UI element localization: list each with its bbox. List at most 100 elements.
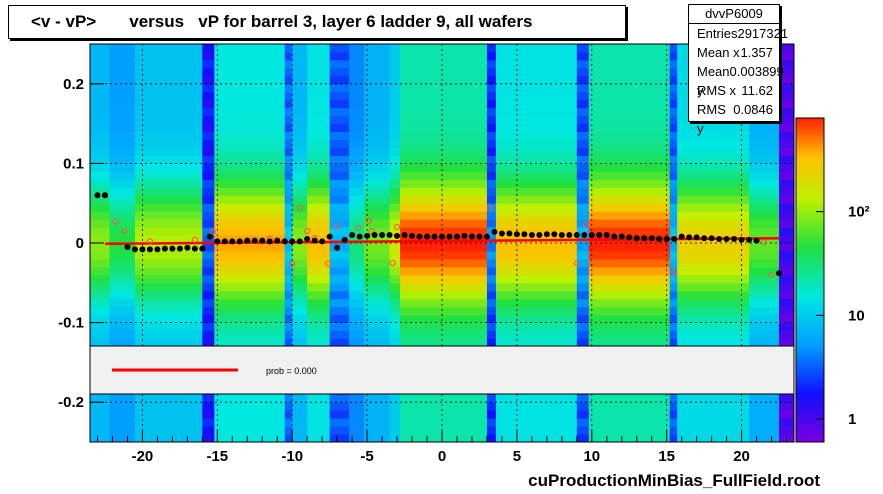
- stats-value: 2917321: [737, 26, 789, 41]
- heatmap-cell: [576, 266, 590, 276]
- heatmap-cell: [588, 434, 671, 443]
- profile-point: [259, 237, 266, 244]
- heatmap-cell: [109, 187, 136, 196]
- heatmap-cell: [284, 434, 293, 443]
- heatmap-cell: [284, 258, 293, 268]
- heatmap-cell: [109, 282, 136, 292]
- open-marker: [304, 227, 311, 235]
- heatmap-cell: [292, 402, 308, 411]
- open-marker: [365, 217, 372, 224]
- heatmap-cell: [349, 139, 365, 148]
- heatmap-cell: [202, 195, 215, 204]
- open-marker: [112, 218, 119, 225]
- heatmap-cell: [90, 227, 110, 236]
- heatmap-cell: [669, 282, 678, 292]
- heatmap-cell: [400, 418, 488, 427]
- heatmap-cell: [400, 67, 488, 77]
- heatmap-cell: [90, 139, 110, 148]
- heatmap-cell: [749, 227, 780, 236]
- heatmap-cell: [214, 75, 286, 85]
- profile-point: [341, 236, 348, 243]
- heatmap-cell: [669, 250, 678, 260]
- heatmap-cell: [400, 155, 488, 164]
- heatmap-cell: [109, 338, 136, 347]
- heatmap-cell: [90, 266, 110, 276]
- heatmap-cell: [389, 338, 401, 347]
- heatmap-cell: [292, 250, 308, 260]
- heatmap-cell: [307, 338, 331, 347]
- heatmap-cell: [588, 123, 671, 133]
- heatmap-cell: [400, 75, 488, 85]
- heatmap-cell: [292, 83, 308, 93]
- profile-point: [236, 238, 243, 245]
- heatmap-cell: [486, 91, 497, 101]
- heatmap-cell: [486, 282, 497, 292]
- heatmap-cell: [364, 266, 391, 276]
- heatmap-cell: [134, 203, 203, 212]
- heatmap-cell: [134, 187, 203, 196]
- chart-title: <v - vP> versus vP for barrel 3, layer 6…: [8, 5, 626, 39]
- x-tick-label: 15: [658, 448, 675, 465]
- heatmap-cell: [486, 83, 497, 93]
- heatmap-cell: [349, 195, 365, 204]
- profile-point: [229, 238, 236, 245]
- heatmap-cell: [576, 147, 590, 156]
- heatmap-cell: [292, 75, 308, 85]
- heatmap-cell: [389, 434, 401, 443]
- heatmap-cell: [307, 163, 331, 172]
- heatmap-cell: [677, 282, 750, 292]
- heatmap-cell: [202, 147, 215, 156]
- heatmap-cell: [389, 139, 401, 148]
- heatmap-cell: [292, 211, 308, 220]
- profile-point: [311, 237, 318, 244]
- heatmap-cell: [284, 282, 293, 292]
- heatmap-cell: [284, 314, 293, 324]
- heatmap-cell: [284, 306, 293, 316]
- heatmap-cell: [134, 179, 203, 188]
- heatmap-cell: [329, 67, 350, 77]
- heatmap-cell: [669, 51, 678, 61]
- heatmap-cell: [669, 123, 678, 133]
- heatmap-cell: [486, 338, 497, 347]
- heatmap-cell: [389, 290, 401, 300]
- heatmap-cell: [329, 322, 350, 332]
- heatmap-cell: [495, 131, 578, 141]
- x-tick-label: 0: [438, 448, 446, 465]
- heatmap-cell: [400, 107, 488, 117]
- heatmap-cell: [284, 91, 293, 101]
- heatmap-cell: [307, 67, 331, 77]
- heatmap-cell: [669, 314, 678, 324]
- heatmap-cell: [400, 330, 488, 340]
- heatmap-cell: [202, 67, 215, 77]
- heatmap-cell: [779, 187, 795, 196]
- heatmap-cell: [202, 131, 215, 141]
- heatmap-cell: [364, 274, 391, 284]
- heatmap-cell: [669, 258, 678, 268]
- heatmap-cell: [749, 266, 780, 276]
- heatmap-cell: [292, 243, 308, 252]
- heatmap-cell: [307, 434, 331, 443]
- heatmap-cell: [400, 258, 488, 268]
- heatmap-cell: [134, 155, 203, 164]
- heatmap-cell: [109, 330, 136, 340]
- stats-value: 1.357: [740, 45, 773, 60]
- heatmap-cell: [588, 258, 671, 268]
- profile-point: [498, 230, 505, 237]
- profile-point: [169, 245, 176, 252]
- heatmap-cell: [349, 266, 365, 276]
- open-marker: [191, 236, 198, 243]
- heatmap-cell: [90, 171, 110, 180]
- heatmap-cell: [134, 163, 203, 172]
- y-tick-label: 0: [76, 235, 84, 252]
- open-marker: [573, 259, 580, 266]
- heatmap-cell: [292, 179, 308, 188]
- heatmap-cell: [400, 91, 488, 101]
- heatmap-cell: [779, 147, 795, 156]
- heatmap-cell: [134, 123, 203, 133]
- heatmap-cell: [486, 155, 497, 164]
- heatmap-cell: [364, 67, 391, 77]
- profile-point: [281, 238, 288, 245]
- heatmap-cell: [749, 330, 780, 340]
- profile-point: [656, 236, 663, 243]
- heatmap-cell: [588, 418, 671, 427]
